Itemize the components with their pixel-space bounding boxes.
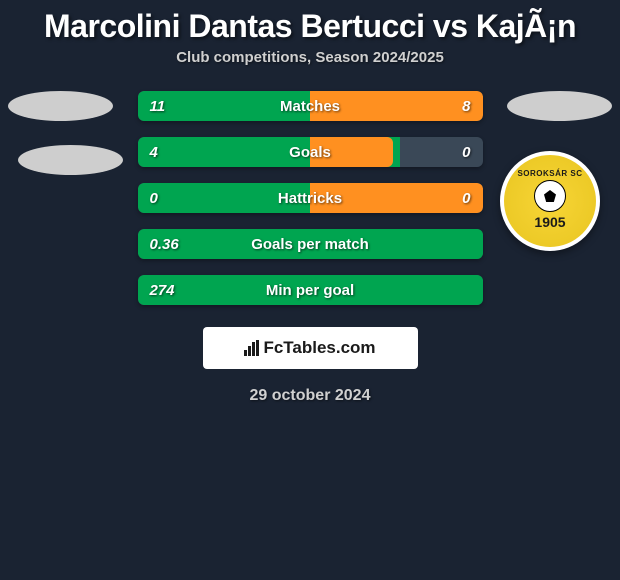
chart-bars-icon: [244, 340, 259, 356]
badge-year: 1905: [534, 214, 565, 230]
right-player-shape: [507, 91, 612, 121]
stat-label: Matches: [138, 98, 483, 115]
main-container: Marcolini Dantas Bertucci vs KajÃ¡n Club…: [0, 0, 620, 405]
date-text: 29 october 2024: [0, 387, 620, 405]
stat-row: 0.36Goals per match: [138, 229, 483, 259]
stat-value-right: 0: [462, 144, 470, 161]
stat-value-right: 8: [462, 98, 470, 115]
stat-row: 11Matches8: [138, 91, 483, 121]
stat-value-right: 0: [462, 190, 470, 207]
left-player-shape-2: [18, 145, 123, 175]
fctables-logo: FcTables.com: [203, 327, 418, 369]
stat-rows-container: 11Matches84Goals00Hattricks00.36Goals pe…: [138, 91, 483, 305]
stat-label: Min per goal: [138, 282, 483, 299]
stat-label: Goals: [138, 144, 483, 161]
left-player-shape-1: [8, 91, 113, 121]
stat-row: 274Min per goal: [138, 275, 483, 305]
stat-label: Hattricks: [138, 190, 483, 207]
badge-club-name: SOROKSÁR SC: [517, 169, 582, 178]
logo-text: FcTables.com: [263, 338, 375, 358]
stat-label: Goals per match: [138, 236, 483, 253]
stat-row: 4Goals0: [138, 137, 483, 167]
badge-ball-icon: [534, 180, 566, 212]
stats-area: SOROKSÁR SC 1905 11Matches84Goals00Hattr…: [0, 91, 620, 305]
club-badge: SOROKSÁR SC 1905: [500, 151, 600, 251]
comparison-title: Marcolini Dantas Bertucci vs KajÃ¡n: [0, 0, 620, 49]
stat-row: 0Hattricks0: [138, 183, 483, 213]
season-subtitle: Club competitions, Season 2024/2025: [0, 49, 620, 91]
